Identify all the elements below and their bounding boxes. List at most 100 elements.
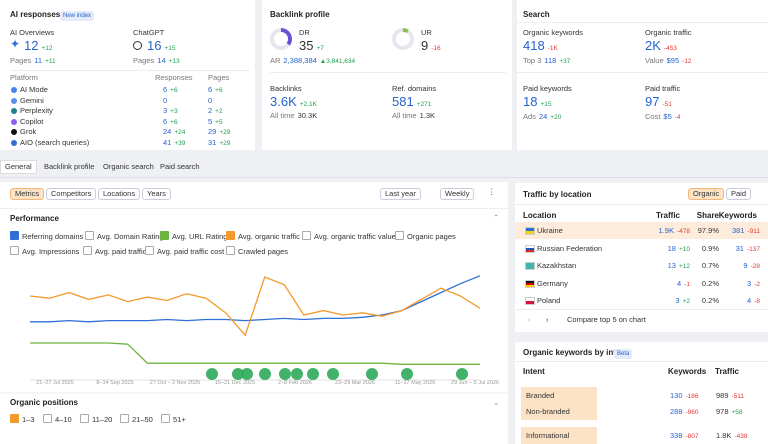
option-label: Avg. organic traffic: [238, 232, 300, 241]
checkbox-option[interactable]: 1–3: [10, 414, 35, 425]
tab[interactable]: Backlink profile: [44, 162, 95, 171]
change: -807: [685, 433, 699, 440]
intent-name: Informational: [526, 431, 570, 440]
change: -453: [663, 45, 677, 52]
metric-value: 12 +12: [24, 38, 53, 54]
ring-hole: [396, 32, 410, 46]
responses: 6 +6: [163, 85, 178, 96]
x-tick-label: 15–21 Dec 2025: [215, 380, 255, 386]
metric-label: Paid traffic: [645, 84, 681, 93]
checkbox-option[interactable]: Avg. Domain Rating: [85, 231, 164, 242]
x-tick-label: 23–29 Mar 2026: [335, 380, 375, 386]
tab[interactable]: General: [0, 160, 37, 174]
checkbox: [43, 414, 52, 423]
platform-name: AI Mode: [20, 85, 48, 94]
checkbox-option[interactable]: 4–10: [43, 414, 72, 425]
change: +12: [678, 263, 690, 270]
location-name: Germany: [537, 278, 568, 288]
metric-value: 16 +15: [147, 38, 176, 54]
checkbox-option[interactable]: Avg. organic traffic: [226, 231, 300, 242]
toggle[interactable]: Organic: [688, 188, 725, 200]
checkbox-option[interactable]: Crawled pages: [226, 246, 288, 257]
interval[interactable]: Weekly: [440, 188, 475, 200]
checkbox-option[interactable]: Avg. paid traffic cost: [145, 246, 224, 257]
value: 6: [163, 85, 168, 94]
collapse[interactable]: ⌃: [493, 213, 500, 222]
toggle[interactable]: Paid: [726, 188, 752, 200]
card-title: Search: [523, 10, 550, 19]
metric-label: ChatGPT: [133, 28, 165, 37]
divider: [10, 70, 250, 71]
value: 18: [667, 243, 676, 253]
pages: 6 +6: [208, 85, 223, 96]
value: 1.3K: [419, 111, 436, 120]
metric-value: 97 -51: [645, 94, 672, 110]
value: 14: [157, 56, 166, 65]
intent-bar: [521, 427, 597, 444]
metric-value: 581 +271: [392, 94, 431, 110]
change: +5: [215, 118, 223, 126]
checkbox-option[interactable]: 51+: [161, 414, 186, 425]
value: 4: [747, 296, 752, 305]
value: 11: [34, 56, 43, 65]
value: $5: [663, 112, 672, 121]
label: Ads: [523, 112, 536, 121]
divider: [270, 72, 506, 73]
value: 3: [675, 296, 680, 305]
control-button[interactable]: Locations: [98, 188, 141, 200]
tab[interactable]: Organic search: [103, 162, 154, 171]
value: 30.3K: [297, 111, 318, 120]
series-line: [29, 276, 481, 337]
checkbox-option[interactable]: Organic pages: [395, 231, 456, 242]
responses: 24 +24: [163, 127, 185, 138]
intent-name: Non-branded: [526, 407, 570, 416]
prev-button[interactable]: ‹: [528, 315, 531, 324]
next-button[interactable]: ›: [546, 315, 549, 324]
sub-metric: Ads 24 +20: [523, 112, 561, 123]
change: -4: [674, 114, 681, 121]
checkbox-option[interactable]: Avg. organic traffic value: [302, 231, 396, 242]
checkbox-option[interactable]: Referring domains: [10, 231, 83, 242]
platform-icon: [11, 118, 17, 125]
checkbox-option[interactable]: Avg. URL Rating: [160, 231, 227, 242]
label: All time: [392, 111, 417, 120]
date-range[interactable]: Last year: [380, 188, 421, 200]
checkbox-option[interactable]: 11–20: [80, 414, 112, 425]
change: -186: [685, 393, 699, 400]
responses: 41 +39: [163, 138, 185, 149]
platform-icon: [11, 139, 17, 146]
keywords: 9 -28: [743, 261, 760, 272]
platform-name: Grok: [20, 127, 37, 136]
checkbox-option[interactable]: Avg. Impressions: [10, 246, 79, 257]
value: 6: [163, 116, 168, 126]
metric-value: 418 -1K: [523, 38, 558, 54]
option-label: Avg. Domain Rating: [97, 232, 164, 241]
share: 0.2%: [701, 278, 719, 288]
annotation-marker: [291, 368, 303, 380]
value: 41: [163, 137, 172, 147]
pages: Pages 14 +13: [133, 56, 180, 67]
value: 31: [735, 243, 744, 253]
column-header: Location: [523, 211, 557, 220]
option-label: Crawled pages: [238, 247, 289, 256]
value: 13: [667, 261, 676, 270]
value: 18: [523, 94, 538, 109]
intent-bar: [521, 387, 597, 404]
control-button[interactable]: Metrics: [10, 188, 45, 200]
value: 418: [523, 38, 545, 53]
control-button[interactable]: Competitors: [46, 188, 97, 200]
location-name: Poland: [537, 296, 561, 305]
sub-metric: Cost $5 -4: [645, 112, 681, 123]
collapse[interactable]: ⌄: [493, 398, 500, 407]
control-button[interactable]: Years: [142, 188, 171, 200]
checkbox-option[interactable]: 21–50: [120, 414, 153, 425]
compare-link[interactable]: Compare top 5 on chart: [567, 315, 646, 324]
checkbox-option[interactable]: Avg. paid traffic: [83, 246, 146, 257]
label: Pages: [133, 56, 155, 65]
share: 0.9%: [701, 243, 719, 253]
change: +271: [416, 101, 432, 108]
option-label: Avg. paid traffic cost: [157, 247, 225, 256]
tab[interactable]: Paid search: [160, 162, 200, 171]
more-button[interactable]: ⋮: [488, 187, 496, 196]
traffic: 978 +58: [716, 407, 743, 418]
